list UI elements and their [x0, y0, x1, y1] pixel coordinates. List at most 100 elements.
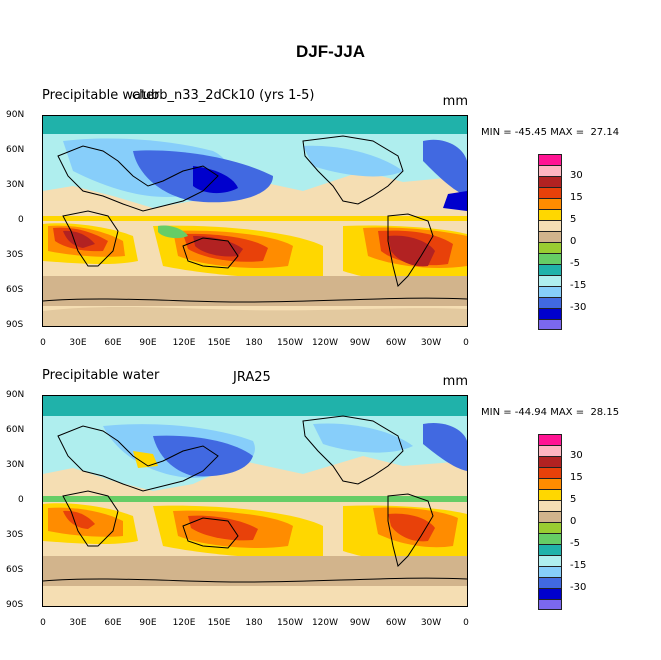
lon-tick: 60E [104, 618, 122, 628]
colorbar-swatch [538, 456, 562, 467]
panel-reanalysis-map-field [43, 396, 467, 606]
lat-tick: 90S [6, 600, 24, 610]
lon-tick: 0 [40, 618, 46, 628]
colorbar-swatch [538, 198, 562, 209]
colorbar-label: 15 [570, 192, 583, 203]
lon-tick: 90E [139, 338, 157, 348]
lon-tick: 150W [276, 618, 304, 628]
lon-tick: 180 [245, 338, 263, 348]
panel-model-minmax: MIN = -45.45 MAX = 27.14 [481, 127, 620, 138]
colorbar-label: 30 [570, 170, 583, 181]
panel-reanalysis-map [42, 395, 468, 607]
panel-reanalysis-center-title: JRA25 [233, 370, 271, 385]
colorbar-label: 30 [570, 450, 583, 461]
lat-tick: 0 [18, 495, 24, 505]
lat-tick: 60N [6, 145, 25, 155]
panel-model: Precipitable water clubb_n33_2dCk10 (yrs… [0, 88, 661, 358]
lon-tick: 0 [463, 338, 469, 348]
lat-tick: 30S [6, 530, 24, 540]
lat-tick: 90N [6, 390, 25, 400]
colorbar-swatch [538, 264, 562, 275]
panel-model-map-field [43, 116, 467, 326]
lat-tick: 30S [6, 250, 24, 260]
colorbar-swatch [538, 231, 562, 242]
lon-tick: 150W [276, 338, 304, 348]
lon-tick: 120E [172, 338, 196, 348]
colorbar [538, 434, 562, 610]
lon-tick: 30W [420, 338, 442, 348]
lon-tick: 90W [349, 618, 371, 628]
colorbar-swatch [538, 297, 562, 308]
lon-tick: 30E [69, 338, 87, 348]
colorbar-label: 0 [570, 516, 577, 527]
figure-title: DJF-JJA [296, 42, 365, 61]
colorbar-label: -30 [570, 582, 587, 593]
colorbar-swatch [538, 187, 562, 198]
lat-tick: 60N [6, 425, 25, 435]
colorbar-swatch [538, 599, 562, 610]
lat-tick: 90S [6, 320, 24, 330]
colorbar-swatch [538, 566, 562, 577]
colorbar-label: 5 [570, 494, 577, 505]
colorbar-swatch [538, 176, 562, 187]
colorbar-swatch [538, 522, 562, 533]
colorbar-swatch [538, 555, 562, 566]
colorbar-swatch [538, 253, 562, 264]
panel-model-units: mm [442, 94, 468, 109]
colorbar-label: 15 [570, 472, 583, 483]
colorbar-swatch [538, 319, 562, 330]
panel-model-left-title: Precipitable water [42, 88, 160, 103]
colorbar-swatch [538, 445, 562, 456]
colorbar-swatch [538, 544, 562, 555]
lon-tick: 60W [385, 618, 407, 628]
colorbar-swatch [538, 286, 562, 297]
colorbar-swatch [538, 467, 562, 478]
lon-tick: 120E [172, 618, 196, 628]
lat-tick: 90N [6, 110, 25, 120]
colorbar-label: -15 [570, 560, 587, 571]
lat-tick: 0 [18, 215, 24, 225]
colorbar-swatch [538, 209, 562, 220]
colorbar-swatch [538, 489, 562, 500]
colorbar-swatch [538, 500, 562, 511]
colorbar-swatch [538, 220, 562, 231]
colorbar-swatch [538, 478, 562, 489]
colorbar-swatch [538, 154, 562, 165]
panel-reanalysis: Precipitable water JRA25 mm MIN = -44.94… [0, 368, 661, 638]
colorbar-swatch [538, 434, 562, 445]
lat-tick: 30N [6, 460, 25, 470]
colorbar-swatch [538, 511, 562, 522]
panel-model-map [42, 115, 468, 327]
lon-tick: 0 [40, 338, 46, 348]
lon-tick: 60E [104, 338, 122, 348]
colorbar-label: 0 [570, 236, 577, 247]
lat-tick: 30N [6, 180, 25, 190]
colorbar-swatch [538, 275, 562, 286]
panel-model-center-title: clubb_n33_2dCk10 (yrs 1-5) [132, 88, 315, 103]
colorbar-swatch [538, 308, 562, 319]
lon-tick: 30W [420, 618, 442, 628]
colorbar-swatch [538, 533, 562, 544]
lon-tick: 180 [245, 618, 263, 628]
colorbar-swatch [538, 588, 562, 599]
colorbar-swatch [538, 242, 562, 253]
lon-tick: 90W [349, 338, 371, 348]
lon-tick: 150E [207, 618, 231, 628]
lon-tick: 90E [139, 618, 157, 628]
lon-tick: 0 [463, 618, 469, 628]
colorbar-label: -5 [570, 258, 580, 269]
colorbar-label: 5 [570, 214, 577, 225]
lon-tick: 30E [69, 618, 87, 628]
lon-tick: 120W [311, 618, 339, 628]
lat-tick: 60S [6, 565, 24, 575]
panel-reanalysis-units: mm [442, 374, 468, 389]
panel-reanalysis-minmax: MIN = -44.94 MAX = 28.15 [481, 407, 620, 418]
colorbar-label: -15 [570, 280, 587, 291]
colorbar-label: -5 [570, 538, 580, 549]
lon-tick: 60W [385, 338, 407, 348]
lat-tick: 60S [6, 285, 24, 295]
colorbar-swatch [538, 577, 562, 588]
lon-tick: 150E [207, 338, 231, 348]
colorbar [538, 154, 562, 330]
colorbar-swatch [538, 165, 562, 176]
